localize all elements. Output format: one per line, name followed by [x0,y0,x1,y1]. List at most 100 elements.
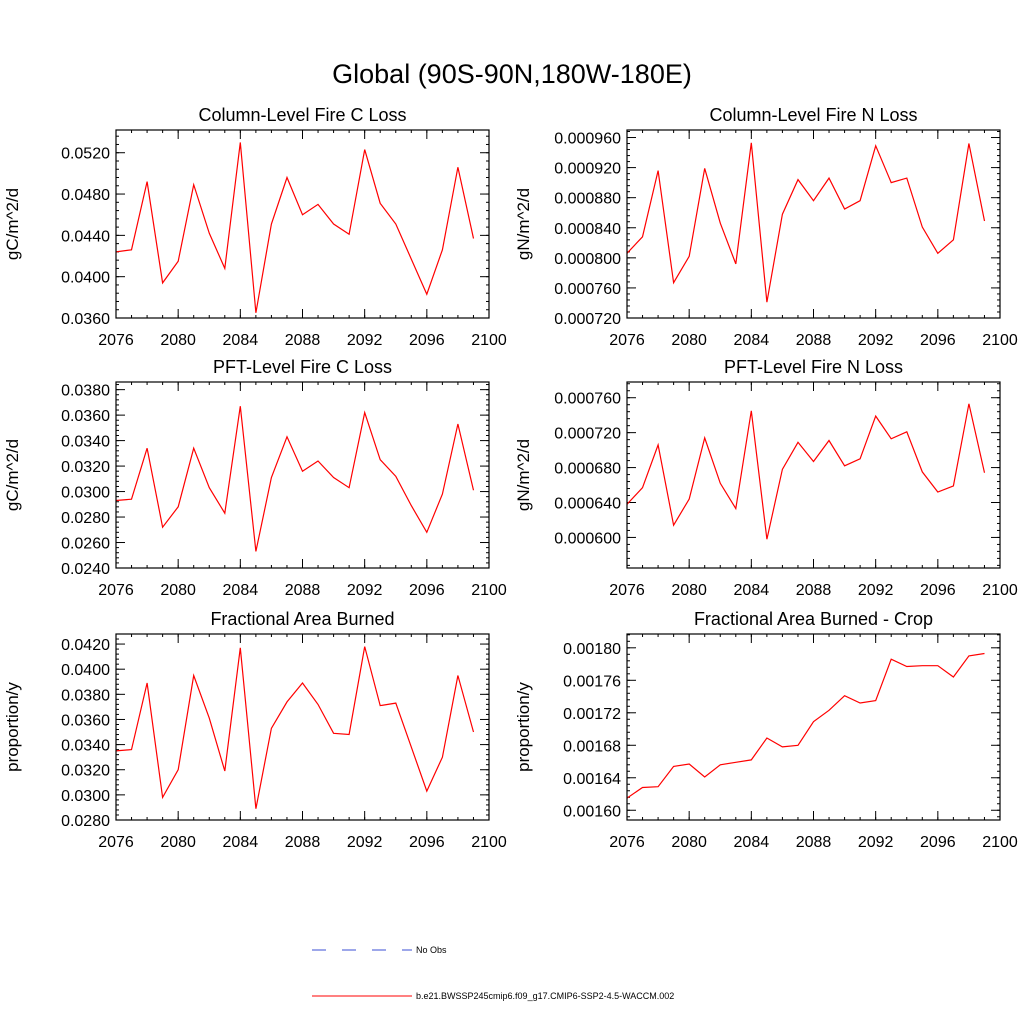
plot-frame [115,129,490,319]
panel-title: PFT-Level Fire C Loss [213,357,392,377]
x-tick-label: 2080 [160,582,196,599]
x-tick-label: 2076 [98,834,134,851]
y-tick-label: 0.0480 [61,187,110,204]
panel-title: PFT-Level Fire N Loss [724,357,903,377]
series-line [115,406,475,552]
y-tick-label: 0.0340 [61,738,110,755]
x-tick-label: 2092 [347,834,383,851]
y-tick-label: 0.0320 [61,459,110,476]
panel-title: Fractional Area Burned - Crop [694,609,933,629]
y-axis-label: gC/m^2/d [3,188,22,260]
y-tick-label: 0.0360 [61,712,110,729]
x-tick-label: 2076 [609,582,645,599]
y-tick-label: 0.0400 [61,270,110,287]
x-tick-label: 2076 [98,332,134,349]
x-tick-label: 2092 [347,332,383,349]
y-tick-label: 0.000760 [554,281,621,298]
panel-title: Column-Level Fire C Loss [198,105,406,125]
chart-panel: Column-Level Fire C Loss gC/m^2/d 2076 2080… [3,105,507,349]
y-axis-label: proportion/y [3,682,22,772]
y-tick-label: 0.000960 [554,131,621,148]
y-tick-label: 0.000840 [554,221,621,238]
y-tick-label: 0.0340 [61,434,110,451]
y-tick-label: 0.000640 [554,496,621,513]
x-tick-label: 2080 [160,332,196,349]
x-tick-label: 2084 [223,332,259,349]
x-tick-label: 2100 [982,332,1018,349]
x-tick-label: 2096 [409,332,445,349]
x-tick-label: 2084 [223,834,259,851]
plot-frame [115,381,490,569]
plot-frame [626,381,1001,569]
y-tick-label: 0.000600 [554,530,621,547]
x-tick-label: 2100 [471,332,507,349]
y-axis-label: gN/m^2/d [514,439,533,511]
x-tick-label: 2096 [920,582,956,599]
y-tick-label: 0.00164 [563,771,621,788]
x-tick-label: 2096 [920,834,956,851]
x-tick-label: 2092 [858,834,894,851]
legend: No Obs b.e21.BWSSP245cmip6.f09_g17.CMIP6-… [312,945,674,1001]
x-tick-label: 2092 [858,332,894,349]
y-axis-label: gN/m^2/d [514,188,533,260]
plot-frame [626,129,1001,319]
x-tick-label: 2088 [285,582,321,599]
x-tick-label: 2084 [223,582,259,599]
y-tick-label: 0.0300 [61,788,110,805]
series-line [626,403,986,540]
chart-panel: Fractional Area Burned proportion/y 2076 20… [3,609,507,851]
series-line [626,142,986,303]
y-tick-label: 0.00168 [563,738,621,755]
y-tick-label: 0.00180 [563,641,621,658]
legend-label: No Obs [416,945,447,955]
y-tick-label: 0.0520 [61,146,110,163]
y-tick-label: 0.00172 [563,706,621,723]
series-line [115,142,475,313]
y-tick-label: 0.0400 [61,662,110,679]
x-tick-label: 2096 [409,582,445,599]
x-tick-label: 2092 [347,582,383,599]
x-tick-label: 2076 [609,834,645,851]
series-line [626,652,985,799]
x-tick-label: 2088 [285,834,321,851]
y-tick-label: 0.0260 [61,536,110,553]
x-tick-label: 2100 [471,582,507,599]
chart-panel: PFT-Level Fire C Loss gC/m^2/d 2076 2080 208… [3,357,507,599]
y-tick-label: 0.0360 [61,311,110,328]
plot-frame [626,633,1001,821]
y-tick-label: 0.0280 [61,813,110,830]
chart-panel: Fractional Area Burned - Crop proportion/… [514,609,1018,851]
y-tick-label: 0.000760 [554,391,621,408]
series-line [115,646,475,809]
y-tick-label: 0.0360 [61,408,110,425]
legend-label: b.e21.BWSSP245cmip6.f09_g17.CMIP6-SSP2-4… [416,991,674,1001]
x-tick-label: 2096 [920,332,956,349]
x-tick-label: 2080 [160,834,196,851]
x-tick-label: 2076 [609,332,645,349]
x-tick-label: 2088 [796,834,832,851]
y-tick-label: 0.0420 [61,637,110,654]
chart-panels: Column-Level Fire C Loss gC/m^2/d 2076 2080… [3,105,1018,851]
y-tick-label: 0.000680 [554,461,621,478]
y-tick-label: 0.000920 [554,161,621,178]
chart-panel: PFT-Level Fire N Loss gN/m^2/d 2076 2080 208… [514,357,1018,599]
y-tick-label: 0.0320 [61,763,110,780]
x-tick-label: 2088 [796,582,832,599]
x-tick-label: 2092 [858,582,894,599]
x-tick-label: 2088 [796,332,832,349]
y-tick-label: 0.000800 [554,251,621,268]
y-tick-label: 0.0300 [61,485,110,502]
y-axis-label: gC/m^2/d [3,439,22,511]
y-tick-label: 0.0280 [61,510,110,527]
x-tick-label: 2080 [671,834,707,851]
y-axis-label: proportion/y [514,682,533,772]
x-tick-label: 2084 [734,834,770,851]
chart-panel: Column-Level Fire N Loss gN/m^2/d 2076 2080… [514,105,1018,349]
x-tick-label: 2100 [982,582,1018,599]
y-tick-label: 0.0440 [61,228,110,245]
panel-title: Column-Level Fire N Loss [709,105,917,125]
figure-title: Global (90S-90N,180W-180E) [332,59,692,89]
y-tick-label: 0.0380 [61,383,110,400]
x-tick-label: 2076 [98,582,134,599]
y-tick-label: 0.000720 [554,311,621,328]
